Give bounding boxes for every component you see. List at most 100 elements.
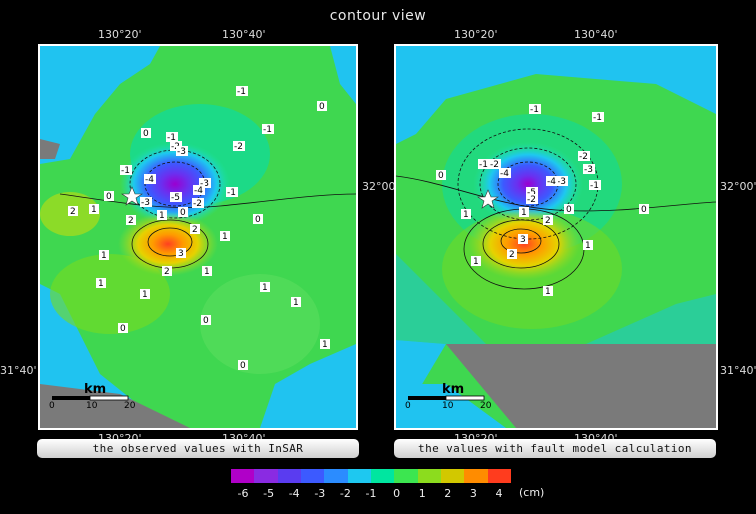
svg-text:2: 2 [164,267,170,277]
svg-text:0: 0 [240,361,246,371]
svg-text:2: 2 [545,216,551,226]
lon-top-label-2: 130°40' [574,28,618,41]
svg-text:1: 1 [473,257,479,267]
colorbar-swatch [487,469,511,483]
colorbar-swatch [394,469,418,483]
lat-right-label-2: 31°40' [720,364,756,377]
svg-text:-1: -1 [237,87,246,97]
lon-top-label-1: 130°20' [98,28,142,41]
colorbar-swatch [300,469,325,483]
svg-text:0: 0 [203,316,209,326]
model-map-panel: 130°20' 130°40' [356,28,756,445]
colorbar-swatch [370,469,395,483]
svg-text:2: 2 [128,216,134,226]
svg-text:1: 1 [159,211,165,221]
svg-text:-1: -1 [593,113,602,123]
svg-text:1: 1 [222,232,228,242]
svg-text:-2: -2 [234,142,243,152]
colorbar-swatch [254,469,278,483]
colorbar [231,469,511,483]
svg-text:1: 1 [91,205,97,215]
lat-left-label-2: 31°40' [0,364,37,377]
svg-text:-2: -2 [527,195,536,205]
svg-text:-2: -2 [193,199,202,209]
svg-text:-2: -2 [171,142,180,152]
svg-text:0: 0 [566,205,572,215]
svg-text:-4: -4 [145,175,154,185]
scale-tick-0: 0 [49,401,55,411]
svg-text:2: 2 [70,207,76,217]
svg-text:0: 0 [255,215,261,225]
svg-text:0: 0 [106,192,112,202]
lat-right-label-1: 32°00' [720,180,756,193]
colorbar-swatch [440,469,465,483]
observed-caption: the observed values with InSAR [37,439,359,458]
svg-text:km: km [442,382,464,397]
svg-text:-5: -5 [527,188,536,198]
svg-text:1: 1 [545,287,551,297]
colorbar-tick-label: -6 [237,487,249,500]
svg-text:0: 0 [120,324,126,334]
svg-text:-2: -2 [490,160,499,170]
observed-insar-map: 0 -1 -1 -2 -3 -2 -1 -4 -3 -4 -5 -2 -3 0 … [38,44,358,430]
svg-text:0: 0 [319,102,325,112]
svg-text:1: 1 [204,267,210,277]
svg-text:-5: -5 [171,193,180,203]
svg-text:-3: -3 [141,198,150,208]
svg-text:-3: -3 [200,179,209,189]
svg-text:1: 1 [585,241,591,251]
svg-text:1: 1 [98,279,104,289]
svg-text:1: 1 [101,251,107,261]
svg-text:-3: -3 [177,147,186,157]
svg-text:-1: -1 [263,125,272,135]
svg-text:1: 1 [463,210,469,220]
scale-tick-10: 10 [442,401,454,411]
svg-text:-1: -1 [530,105,539,115]
model-calculation-map: -1 -1 -1 -2 -2 -3 0 -4 -1 -3 -4 -5 -2 0 … [394,44,718,430]
svg-text:-4: -4 [500,169,509,179]
colorbar-tick-label: -4 [288,487,300,500]
svg-text:-1: -1 [479,160,488,170]
svg-text:-2: -2 [579,152,588,162]
scale-tick-0: 0 [405,401,411,411]
colorbar-tick-label: 2 [444,487,452,500]
svg-text:3: 3 [520,235,526,245]
svg-text:-4: -4 [547,177,556,187]
observed-map-panel: 130°20' 130°40' [0,28,399,445]
colorbar-tick-label: -3 [314,487,326,500]
colorbar-tick-label: -5 [263,487,275,500]
svg-text:-1: -1 [167,133,176,143]
scale-tick-20: 20 [480,401,492,411]
colorbar-tick-label: -2 [339,487,351,500]
svg-text:1: 1 [293,298,299,308]
svg-text:0: 0 [438,171,444,181]
svg-text:3: 3 [178,249,184,259]
colorbar-tick-label: 3 [469,487,477,500]
scale-tick-20: 20 [124,401,136,411]
colorbar-swatch [347,469,371,483]
svg-text:0: 0 [180,208,186,218]
scale-tick-10: 10 [86,401,98,411]
svg-text:-3: -3 [584,165,593,175]
colorbar-tick-label: 4 [495,487,503,500]
colorbar-tick-label: -1 [365,487,377,500]
lon-top-label-2: 130°40' [222,28,266,41]
colorbar-swatch [324,469,348,483]
colorbar-tick-label: 0 [393,487,401,500]
svg-text:-3: -3 [557,177,566,187]
model-caption: the values with fault model calculation [394,439,716,458]
svg-text:-1: -1 [227,188,236,198]
colorbar-swatch [231,469,255,483]
svg-text:-1: -1 [590,181,599,191]
colorbar-swatch [277,469,301,483]
colorbar-swatch [417,469,441,483]
svg-text:1: 1 [262,283,268,293]
svg-text:-4: -4 [194,186,203,196]
colorbar-ticks: -6 -5 -4 -3 -2 -1 0 1 2 3 4 [231,487,531,501]
page-title: contour view [329,8,427,24]
svg-text:1: 1 [521,208,527,218]
epicenter-star-icon [121,186,143,206]
svg-text:0: 0 [641,205,647,215]
epicenter-star-icon [477,189,499,209]
colorbar-swatch [464,469,488,483]
